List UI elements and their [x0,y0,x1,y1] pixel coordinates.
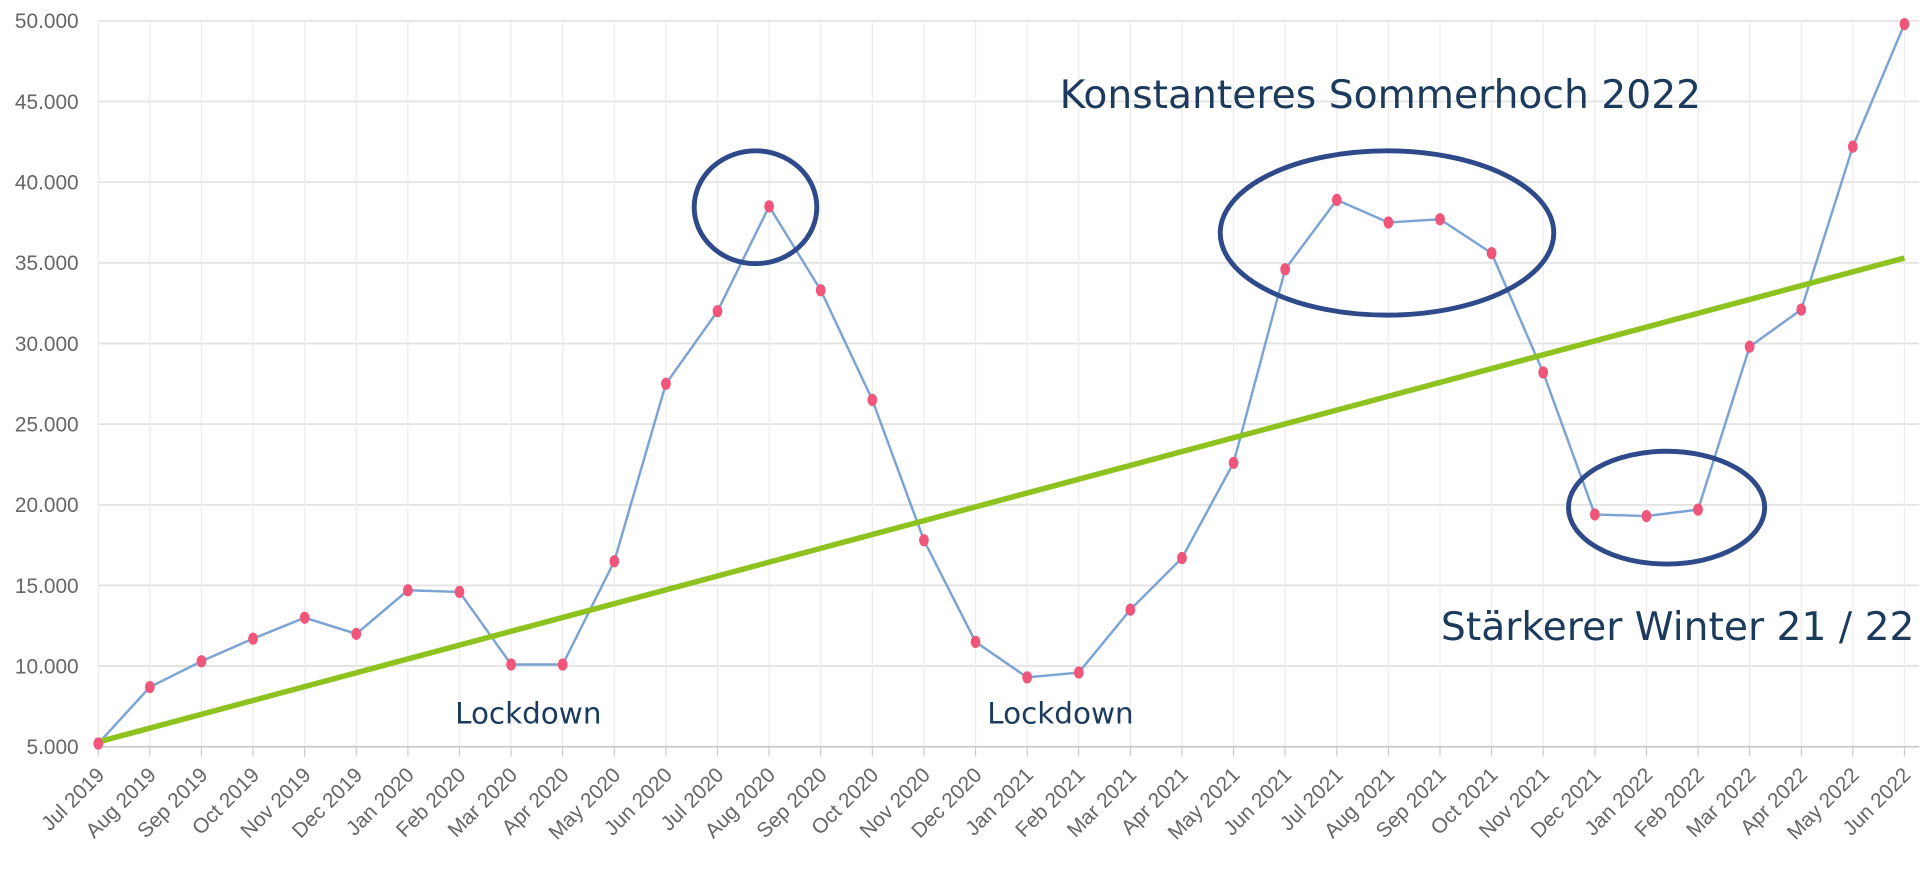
highlight-ellipse [1217,148,1557,318]
y-tick-label: 15.000 [15,575,79,598]
data-point [506,658,517,671]
data-point [299,611,310,624]
data-point [351,627,362,640]
data-line [97,23,1906,745]
data-point [1796,303,1807,316]
highlight-ellipse [1566,448,1768,567]
annotation: Stärkerer Winter 21 / 22 [1441,605,1915,650]
y-tick-label: 10.000 [15,655,79,678]
grid: 5.000 10.000 15.000 20.000 25.000 30.000 35.00… [15,10,1920,844]
annotation: Konstanteres Sommerhoch 2022 [1060,73,1702,118]
data-point [764,200,775,213]
annotation: Lockdown [987,696,1133,730]
data-point [144,680,155,694]
data-point [1125,603,1136,616]
data-point [1022,671,1033,684]
data-point [1486,247,1497,260]
data-point [1073,666,1084,679]
annotation: Lockdown [455,696,601,730]
data-point [1538,366,1549,379]
y-tick-label: 45.000 [15,91,79,114]
data-point [1435,213,1445,226]
data-point [712,305,723,318]
data-point [1383,216,1394,229]
data-point [970,635,981,649]
data-point [815,284,826,297]
y-tick-label: 30.000 [15,333,79,356]
data-point [919,534,929,547]
trend-line [97,255,1906,745]
plot [93,17,1910,750]
y-tick-label: 25.000 [15,413,79,436]
data-point [1177,551,1187,565]
data-point [1847,140,1858,153]
data-point [1641,509,1652,523]
y-tick-label: 5.000 [27,736,79,759]
data-point [196,655,207,668]
data-point [1693,503,1703,516]
data-point [557,658,568,671]
y-tick-label: 50.000 [15,10,79,33]
data-point [1280,263,1291,276]
data-point [93,737,104,750]
y-tick-label: 20.000 [15,494,79,517]
data-point [1744,340,1755,353]
highlight-ellipse [691,148,820,267]
data-point [609,555,620,568]
data-point [402,584,413,597]
data-point [248,632,258,645]
data-point [1331,193,1342,207]
data-point [867,393,878,407]
data-point [1899,17,1910,31]
y-tick-label: 40.000 [15,172,79,195]
data-point [454,585,465,599]
y-tick-label: 35.000 [15,252,79,275]
data-point [1589,508,1600,521]
data-point [661,377,671,390]
data-point [1228,456,1239,469]
